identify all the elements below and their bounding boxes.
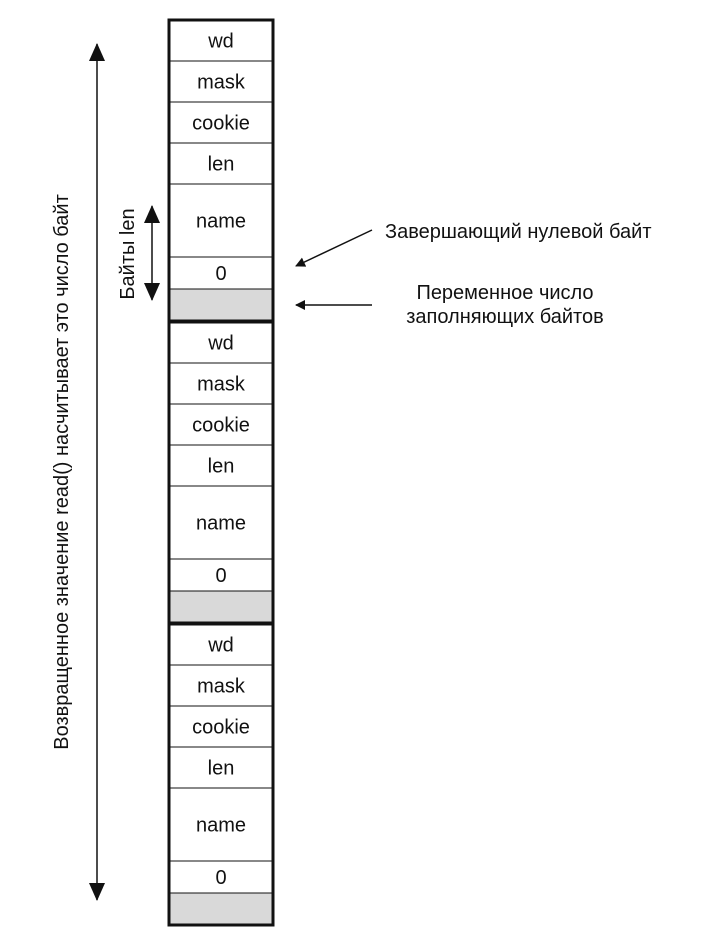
field-cell-name <box>168 787 274 862</box>
field-label-name: name <box>196 211 246 233</box>
padding-label-line1: Переменное число <box>416 282 594 304</box>
field-label-mask: mask <box>197 374 246 396</box>
event-record-2: wd mask cookie len name 0 <box>167 320 275 625</box>
field-cell-len <box>168 444 274 487</box>
field-label-wd: wd <box>207 333 234 355</box>
padding-bytes-cell <box>168 288 274 322</box>
padding-label-line2: заполняющих байтов <box>406 306 604 328</box>
field-label-zero: 0 <box>215 263 226 285</box>
field-cell-cookie <box>168 101 274 144</box>
field-label-cookie: cookie <box>192 717 250 739</box>
total-bytes-label: Возвращенное значение read() насчитывает… <box>51 194 73 750</box>
field-cell-mask <box>168 664 274 707</box>
field-label-zero: 0 <box>215 565 226 587</box>
field-label-name: name <box>196 815 246 837</box>
field-cell-zero <box>168 860 274 894</box>
field-cell-wd <box>168 19 274 62</box>
field-cell-name <box>168 183 274 258</box>
padding-bytes-cell <box>168 892 274 926</box>
field-cell-name <box>168 485 274 560</box>
field-label-len: len <box>208 154 235 176</box>
field-label-name: name <box>196 513 246 535</box>
event-record-3: wd mask cookie len name 0 <box>167 622 275 927</box>
field-label-len: len <box>208 456 235 478</box>
field-cell-len <box>168 746 274 789</box>
field-cell-cookie <box>168 403 274 446</box>
field-label-len: len <box>208 758 235 780</box>
null-byte-pointer-arrow <box>295 229 373 267</box>
padding-bytes-cell <box>168 590 274 624</box>
field-label-cookie: cookie <box>192 415 250 437</box>
field-cell-wd <box>168 623 274 666</box>
field-cell-cookie <box>168 705 274 748</box>
field-label-wd: wd <box>207 31 234 53</box>
field-label-wd: wd <box>207 635 234 657</box>
field-label-mask: mask <box>197 72 246 94</box>
field-label-cookie: cookie <box>192 113 250 135</box>
event-record-1: wd mask cookie len name 0 <box>167 18 275 323</box>
field-cell-mask <box>168 60 274 103</box>
field-label-mask: mask <box>197 676 246 698</box>
field-label-zero: 0 <box>215 867 226 889</box>
len-bytes-label: Байты len <box>117 208 139 300</box>
event-record-border <box>167 622 275 927</box>
null-byte-label: Завершающий нулевой байт <box>385 221 652 243</box>
